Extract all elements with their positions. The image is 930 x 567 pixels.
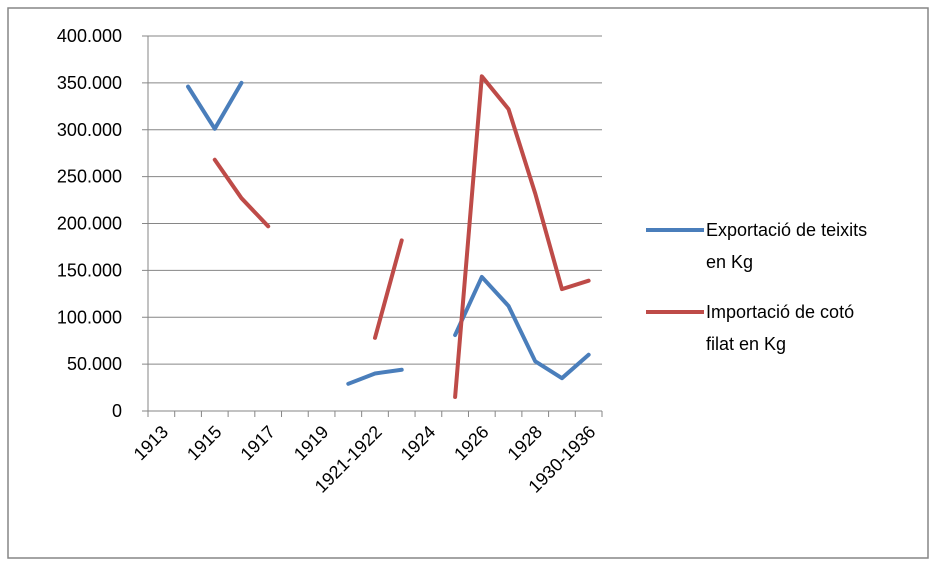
y-tick-label: 200.000: [57, 214, 122, 234]
y-tick-label: 150.000: [57, 260, 122, 280]
y-tick-label: 400.000: [57, 26, 122, 46]
y-tick-label: 100.000: [57, 307, 122, 327]
y-tick-label: 50.000: [67, 354, 122, 374]
y-tick-label: 300.000: [57, 120, 122, 140]
y-tick-label: 0: [112, 401, 122, 421]
y-tick-label: 250.000: [57, 167, 122, 187]
y-tick-label: 350.000: [57, 73, 122, 93]
chart-border: [8, 8, 928, 558]
